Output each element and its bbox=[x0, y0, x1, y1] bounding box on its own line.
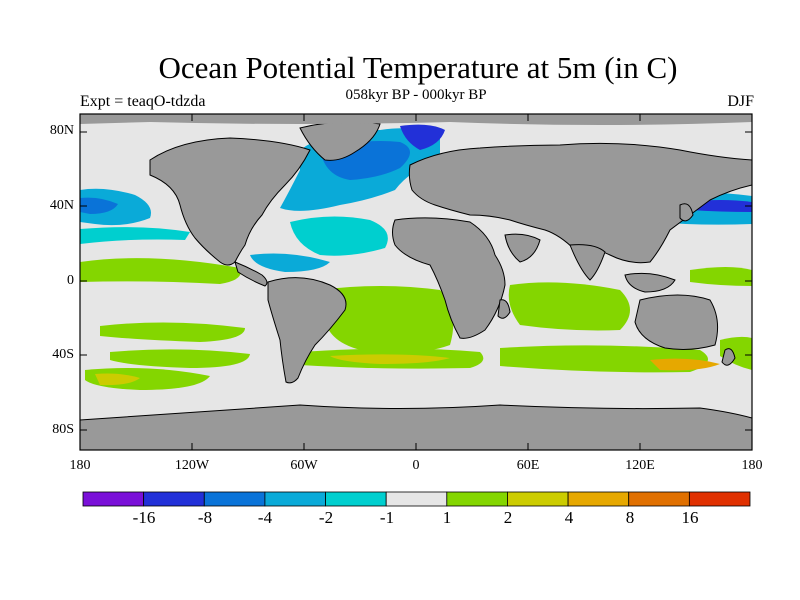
map-subtitle: 058kyr BP - 000kyr BP bbox=[345, 87, 487, 103]
colorbar-box bbox=[567, 491, 630, 507]
india bbox=[569, 244, 606, 281]
colorbar-label: 2 bbox=[503, 508, 513, 527]
caribbean-anomaly bbox=[250, 253, 330, 272]
colorbar-box bbox=[385, 491, 448, 507]
tasman-orange bbox=[650, 358, 720, 371]
africa bbox=[392, 217, 506, 339]
lon-label-120e: 120E bbox=[625, 458, 655, 473]
colorbar-label: -16 bbox=[132, 508, 156, 527]
lon-label-0: 0 bbox=[412, 458, 420, 473]
lon-label-180e: 180 bbox=[741, 458, 763, 473]
australia bbox=[634, 294, 719, 350]
colorbar-label: -2 bbox=[318, 508, 334, 527]
map-ticks bbox=[80, 114, 752, 450]
lon-label-60w: 60W bbox=[290, 458, 318, 473]
colorbar-label: 16 bbox=[681, 508, 699, 527]
lat-label-40n: 40N bbox=[49, 198, 74, 213]
north-pacific-core bbox=[80, 197, 118, 214]
north-america bbox=[149, 137, 311, 266]
colorbar-box bbox=[143, 491, 205, 507]
colorbar-box bbox=[264, 491, 326, 507]
lon-label-60e: 60E bbox=[516, 458, 540, 473]
south-atlantic-anomaly bbox=[320, 286, 454, 354]
lat-label-80s: 80S bbox=[52, 422, 74, 437]
south-pacific-green-2 bbox=[110, 349, 250, 368]
japan bbox=[679, 203, 694, 222]
pacific-green-anomaly bbox=[80, 258, 241, 284]
madagascar bbox=[497, 299, 511, 319]
southern-atlantic-yellow bbox=[330, 354, 450, 364]
antarctica bbox=[80, 404, 752, 450]
colorbar-box bbox=[507, 491, 569, 507]
subtropical-atlantic-anomaly bbox=[290, 216, 388, 256]
colorbar-label: -1 bbox=[379, 508, 395, 527]
lat-label-0: 0 bbox=[67, 273, 74, 288]
indian-ocean-anomaly bbox=[508, 282, 630, 331]
pacific-cyan-band bbox=[80, 227, 190, 244]
colorbar-box bbox=[628, 491, 690, 507]
south-america bbox=[267, 277, 347, 384]
maritime-continent bbox=[624, 272, 676, 293]
lat-label-80n: 80N bbox=[49, 123, 74, 138]
new-zealand bbox=[721, 348, 736, 366]
eurasia bbox=[408, 142, 752, 264]
colorbar-label: 4 bbox=[564, 508, 574, 527]
colorbar-box bbox=[82, 491, 145, 507]
colorbar-label: -8 bbox=[197, 508, 213, 527]
nordic-sea-anomaly bbox=[400, 124, 445, 150]
experiment-label: Expt = teaqO-tdzda bbox=[80, 93, 206, 110]
colorbar-box bbox=[688, 491, 751, 507]
season-label: DJF bbox=[727, 93, 754, 110]
lat-label-40s: 40S bbox=[52, 347, 74, 362]
lon-label-120w: 120W bbox=[174, 458, 210, 473]
lon-label-180w: 180 bbox=[69, 458, 91, 473]
colorbar-label: -4 bbox=[257, 508, 273, 527]
colorbar-box bbox=[203, 491, 266, 507]
south-west-pacific-green bbox=[720, 336, 752, 370]
central-america bbox=[234, 261, 268, 287]
colorbar-box bbox=[325, 491, 387, 507]
colorbar-label: 8 bbox=[625, 508, 635, 527]
map-title: Ocean Potential Temperature at 5m (in C) bbox=[158, 50, 678, 85]
west-pacific-green bbox=[690, 267, 752, 286]
colorbar bbox=[82, 491, 751, 507]
colorbar-label: 1 bbox=[442, 508, 452, 527]
anomaly-field bbox=[80, 124, 752, 390]
colorbar-box bbox=[446, 491, 508, 507]
south-pacific-green-1 bbox=[100, 322, 245, 342]
land-masses bbox=[80, 114, 752, 450]
arabia bbox=[504, 233, 541, 263]
south-pacific-yellow bbox=[95, 373, 140, 386]
